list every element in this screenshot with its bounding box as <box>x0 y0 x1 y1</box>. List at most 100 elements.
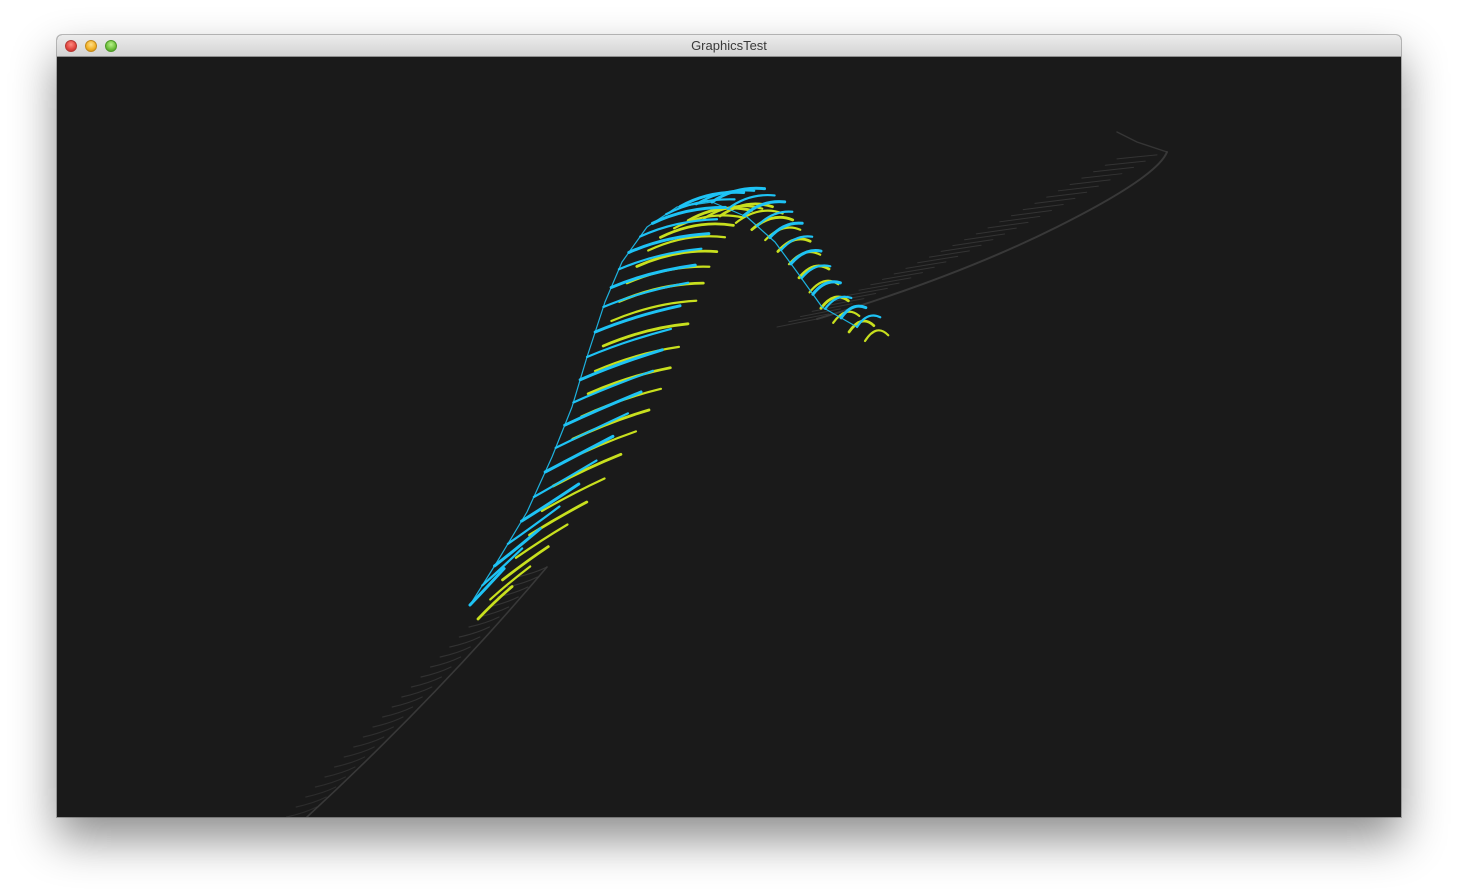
ribbon-front-fin <box>468 567 506 607</box>
trail-upper-fin <box>905 261 947 269</box>
ribbon-front-fin <box>572 369 655 404</box>
ribbon-back-fin <box>686 206 754 222</box>
ribbon-back-fin <box>797 264 831 280</box>
trail-lower-fin <box>334 756 366 768</box>
ribbon-back-fin <box>718 202 774 218</box>
minimize-button[interactable] <box>85 40 97 52</box>
ribbon-front-fin <box>811 280 842 296</box>
trail-upper-fin <box>1046 191 1088 198</box>
trail-lower-fin <box>410 676 442 688</box>
ribbon-back-fin <box>601 322 690 348</box>
trail-upper-fin <box>788 313 830 323</box>
ribbon-front-fin <box>563 390 643 427</box>
ribbon-front-fin <box>481 547 524 587</box>
trail-upper-fin <box>964 233 1006 241</box>
trail-lower-fin <box>420 666 452 678</box>
trail-lower-fin <box>382 706 414 718</box>
close-button[interactable] <box>65 40 77 52</box>
ribbon-front-fin <box>554 412 630 450</box>
ribbon-front-fin <box>768 221 804 239</box>
trail-upper-fin <box>999 215 1041 223</box>
trail-upper-fin <box>1069 179 1111 185</box>
trail-upper-fin <box>1116 154 1158 160</box>
ribbon-front-fin <box>593 304 682 334</box>
trail-lower-fin <box>391 696 423 708</box>
ribbon-front-fin <box>779 235 814 252</box>
ribbon-front-fin <box>520 482 581 523</box>
ribbon-front-fin <box>678 190 746 209</box>
ribbon-back-fin <box>593 345 681 373</box>
trail-lower-fin <box>458 626 490 638</box>
trail-upper-fin <box>858 282 900 291</box>
trail-upper-fin <box>1057 185 1099 192</box>
trail-upper-fin <box>1093 166 1135 173</box>
trail-upper-fin <box>823 298 865 307</box>
trail-lower-fin <box>324 766 356 778</box>
title-bar[interactable]: GraphicsTest <box>57 35 1401 57</box>
ribbon-front-fin <box>639 218 719 238</box>
ribbon-front-fin <box>726 193 776 210</box>
app-window: GraphicsTest <box>57 35 1401 817</box>
trail-upper-fin <box>882 272 924 280</box>
ribbon-front <box>468 186 882 607</box>
trail-lower-spine <box>306 566 548 817</box>
ribbon-front-fin <box>532 459 598 499</box>
trail-upper-fin <box>952 239 994 247</box>
trail-upper-fin <box>1010 209 1052 217</box>
ribbon-front-fin <box>839 304 868 320</box>
ribbon-front-fin <box>710 186 766 204</box>
ribbon-back-fin <box>863 329 890 343</box>
ribbon-front-fin <box>824 295 853 310</box>
trail-upper-fin <box>870 277 912 286</box>
ribbon-front-fin <box>855 314 882 329</box>
ribbon-scene <box>286 131 1168 817</box>
zoom-button[interactable] <box>105 40 117 52</box>
window-title: GraphicsTest <box>691 38 767 53</box>
trail-upper-fin <box>776 318 818 328</box>
ribbon-front-fin <box>694 189 756 206</box>
trail-upper-fin <box>799 308 841 318</box>
graphics-canvas[interactable] <box>57 57 1401 817</box>
ribbon-front-fin <box>602 281 690 309</box>
trail-upper-fin <box>846 287 888 297</box>
ribbon-back-fin <box>647 235 727 252</box>
ribbon-front-fin <box>627 232 711 254</box>
ribbon-back-fin <box>819 295 850 310</box>
trail-upper-fin <box>940 244 982 252</box>
trail-upper-fin <box>835 293 877 302</box>
ribbon-front-fin <box>789 249 823 266</box>
ribbon-back-fin <box>489 565 532 601</box>
trail-upper-fin <box>1081 173 1123 179</box>
trail-lower-fin <box>372 716 404 728</box>
ribbon-back-fin <box>476 585 514 621</box>
trail-lower-fin <box>516 566 548 578</box>
trail-upper-fin <box>987 221 1029 229</box>
ribbon-back-fin <box>514 523 569 559</box>
ribbon-front-fin <box>742 200 787 218</box>
ribbon-front-fin <box>756 210 794 228</box>
ribbon-back-fin <box>617 281 705 303</box>
trail-upper-tip <box>1116 131 1168 153</box>
ribbon-front-fin <box>506 505 561 545</box>
ribbon-front-edge <box>469 201 858 606</box>
trail-lower <box>286 566 548 817</box>
ribbon-back-fin <box>750 215 795 232</box>
ribbon-front-fin <box>493 527 542 568</box>
ribbon-back-fin <box>540 477 606 513</box>
trail-lower-fin <box>362 726 394 738</box>
trail-lower-fin <box>449 636 481 648</box>
trail-lower-fin <box>353 736 385 748</box>
ribbon-front-fin <box>543 434 615 474</box>
ribbon-front-fin <box>800 264 832 280</box>
trail-lower-fin <box>343 746 375 758</box>
trail-lower-fin <box>305 786 337 798</box>
trail-upper-fin <box>917 255 959 264</box>
trail-lower-fin <box>286 806 318 817</box>
trail-lower-fin <box>430 656 462 668</box>
trail-lower-fin <box>439 646 471 658</box>
ribbon-front-fin <box>650 205 727 225</box>
trail-lower-fin <box>295 796 327 808</box>
trail-upper-fin <box>1104 160 1146 166</box>
trail-upper-fin <box>928 250 970 258</box>
trail-upper-fin <box>893 266 935 275</box>
